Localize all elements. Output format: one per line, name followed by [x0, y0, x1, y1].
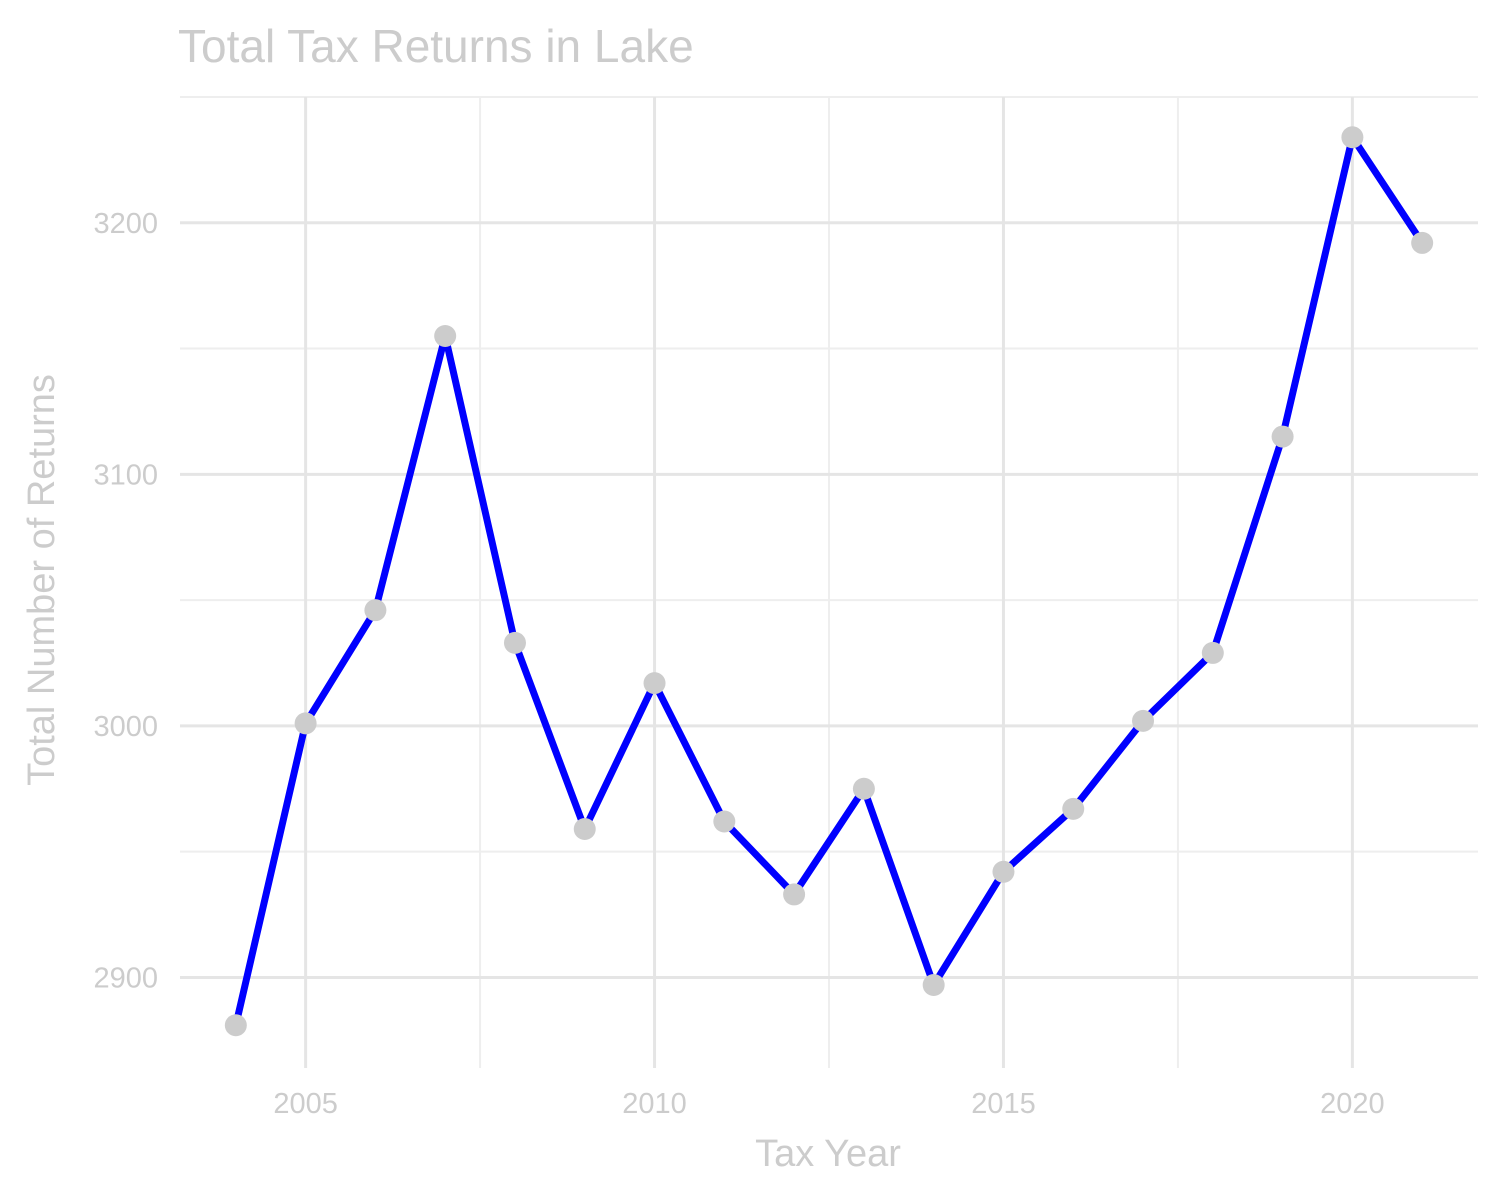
data-point — [783, 883, 806, 906]
x-tick-label: 2020 — [1320, 1088, 1385, 1120]
data-point — [1411, 231, 1434, 254]
data-point — [1271, 425, 1294, 448]
y-axis-title: Total Number of Returns — [21, 374, 63, 786]
data-point — [643, 672, 666, 695]
y-tick-label: 3000 — [93, 711, 158, 743]
data-point — [922, 973, 945, 996]
series-line — [232, 133, 1426, 1029]
grid — [180, 96, 1478, 1068]
x-axis-title: Tax Year — [755, 1133, 901, 1175]
data-point — [992, 860, 1015, 883]
y-tick-label: 3200 — [93, 208, 158, 240]
y-axis-ticks: 2900 3000 3100 3200 — [93, 208, 158, 995]
y-tick-label: 2900 — [93, 962, 158, 994]
x-axis-ticks: 2005 2010 2015 2020 — [273, 1088, 1384, 1120]
data-point — [713, 810, 736, 833]
data-point — [1341, 126, 1364, 149]
data-point — [573, 818, 596, 841]
x-tick-label: 2010 — [622, 1088, 687, 1120]
chart-title: Total Tax Returns in Lake — [178, 20, 694, 72]
x-tick-label: 2015 — [971, 1088, 1036, 1120]
data-point — [503, 631, 526, 654]
y-tick-label: 3100 — [93, 459, 158, 491]
data-point — [364, 599, 387, 622]
data-point — [852, 777, 875, 800]
data-point — [224, 1014, 247, 1037]
data-points — [224, 126, 1434, 1037]
data-point — [1132, 709, 1155, 732]
data-point — [1201, 641, 1224, 664]
data-point — [1062, 797, 1085, 820]
data-point — [434, 324, 457, 347]
data-point — [294, 712, 317, 735]
x-tick-label: 2005 — [273, 1088, 338, 1120]
